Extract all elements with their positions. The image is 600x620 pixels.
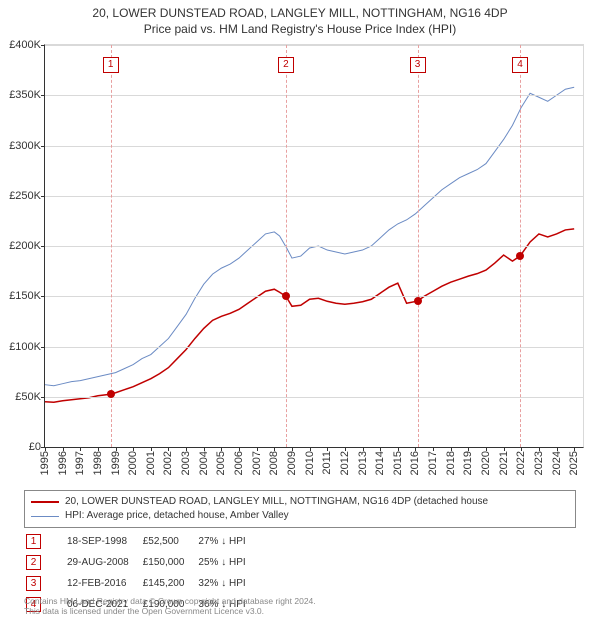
x-tick-label: 2018 (445, 451, 457, 475)
chart-lines-svg (45, 45, 585, 449)
sale-marker-box: 3 (410, 57, 426, 73)
y-tick-label: £300K (9, 140, 41, 152)
legend: 20, LOWER DUNSTEAD ROAD, LANGLEY MILL, N… (24, 490, 576, 528)
sale-date-3: 12-FEB-2016 (67, 574, 141, 593)
sale-date-2: 29-AUG-2008 (67, 553, 141, 572)
x-tick-label: 1995 (39, 451, 51, 475)
sale-dot (414, 297, 422, 305)
sale-num-3: 3 (26, 576, 41, 591)
x-tick-label: 2008 (268, 451, 280, 475)
x-tick-label: 2010 (304, 451, 316, 475)
sale-marker-line (286, 45, 287, 447)
x-tick-label: 2014 (374, 451, 386, 475)
sale-num-1: 1 (26, 534, 41, 549)
x-tick-label: 1998 (92, 451, 104, 475)
table-row: 3 12-FEB-2016 £145,200 32% ↓ HPI (26, 574, 258, 593)
x-tick-label: 2002 (162, 451, 174, 475)
x-tick-label: 2004 (198, 451, 210, 475)
sale-date-1: 18-SEP-1998 (67, 532, 141, 551)
x-tick-label: 2025 (568, 451, 580, 475)
chart-container: { "title": { "main": "20, LOWER DUNSTEAD… (0, 0, 600, 620)
sale-marker-line (520, 45, 521, 447)
x-tick-label: 2023 (533, 451, 545, 475)
y-tick-label: £100K (9, 341, 41, 353)
sale-dot (107, 390, 115, 398)
legend-row-hpi: HPI: Average price, detached house, Ambe… (31, 509, 569, 523)
y-tick-label: £400K (9, 39, 41, 51)
footer-line-2: This data is licensed under the Open Gov… (24, 606, 316, 616)
table-row: 1 18-SEP-1998 £52,500 27% ↓ HPI (26, 532, 258, 551)
x-tick-label: 2003 (180, 451, 192, 475)
x-tick-label: 2011 (321, 451, 333, 475)
x-tick-label: 2000 (127, 451, 139, 475)
x-tick-label: 2020 (480, 451, 492, 475)
x-tick-label: 2019 (462, 451, 474, 475)
sale-diff-1: 27% ↓ HPI (198, 532, 257, 551)
y-tick-label: £350K (9, 89, 41, 101)
sale-diff-3: 32% ↓ HPI (198, 574, 257, 593)
title-block: 20, LOWER DUNSTEAD ROAD, LANGLEY MILL, N… (0, 0, 600, 37)
legend-label-property: 20, LOWER DUNSTEAD ROAD, LANGLEY MILL, N… (65, 495, 488, 509)
x-tick-label: 2017 (427, 451, 439, 475)
x-tick-label: 1996 (57, 451, 69, 475)
y-tick-label: £150K (9, 290, 41, 302)
sale-diff-2: 25% ↓ HPI (198, 553, 257, 572)
sale-marker-box: 2 (278, 57, 294, 73)
sale-marker-box: 1 (103, 57, 119, 73)
legend-swatch-hpi (31, 516, 59, 517)
sale-marker-line (111, 45, 112, 447)
x-tick-label: 2015 (392, 451, 404, 475)
legend-swatch-property (31, 501, 59, 503)
legend-row-property: 20, LOWER DUNSTEAD ROAD, LANGLEY MILL, N… (31, 495, 569, 509)
sale-price-1: £52,500 (143, 532, 197, 551)
table-row: 2 29-AUG-2008 £150,000 25% ↓ HPI (26, 553, 258, 572)
sale-price-3: £145,200 (143, 574, 197, 593)
series-line-hpi (45, 87, 574, 385)
x-tick-label: 2024 (551, 451, 563, 475)
sale-dot (282, 292, 290, 300)
x-tick-label: 1997 (74, 451, 86, 475)
title-sub: Price paid vs. HM Land Registry's House … (0, 22, 600, 38)
x-tick-label: 2021 (498, 451, 510, 475)
series-line-property (45, 229, 574, 402)
x-tick-label: 2016 (409, 451, 421, 475)
chart-plot-area: £0£50K£100K£150K£200K£250K£300K£350K£400… (44, 44, 584, 448)
title-main: 20, LOWER DUNSTEAD ROAD, LANGLEY MILL, N… (0, 6, 600, 22)
y-tick-label: £250K (9, 190, 41, 202)
footer-line-1: Contains HM Land Registry data © Crown c… (24, 596, 316, 606)
x-tick-label: 2012 (339, 451, 351, 475)
x-tick-label: 2006 (233, 451, 245, 475)
sale-dot (516, 252, 524, 260)
x-tick-label: 2022 (515, 451, 527, 475)
x-tick-label: 2007 (251, 451, 263, 475)
sale-num-2: 2 (26, 555, 41, 570)
x-tick-label: 1999 (110, 451, 122, 475)
sale-price-2: £150,000 (143, 553, 197, 572)
x-tick-label: 2005 (215, 451, 227, 475)
sale-marker-line (418, 45, 419, 447)
footer: Contains HM Land Registry data © Crown c… (24, 596, 316, 616)
x-tick-label: 2009 (286, 451, 298, 475)
x-tick-label: 2001 (145, 451, 157, 475)
x-tick-label: 2013 (357, 451, 369, 475)
y-tick-label: £200K (9, 240, 41, 252)
sale-marker-box: 4 (512, 57, 528, 73)
y-tick-label: £50K (15, 391, 41, 403)
legend-label-hpi: HPI: Average price, detached house, Ambe… (65, 509, 289, 523)
